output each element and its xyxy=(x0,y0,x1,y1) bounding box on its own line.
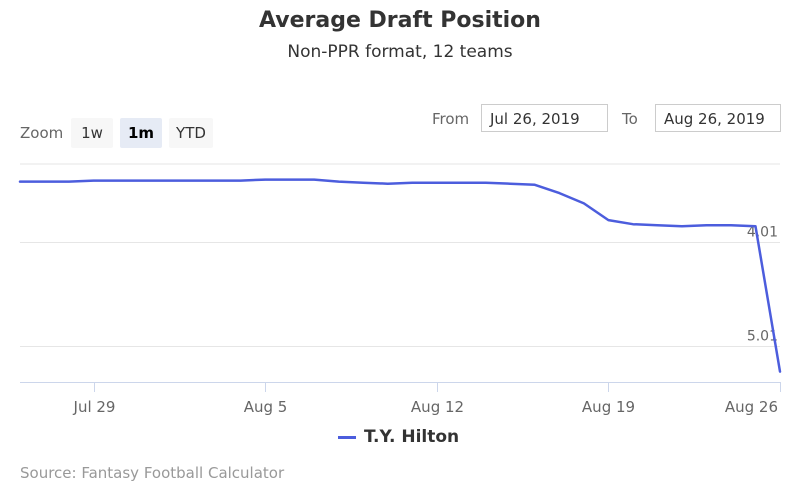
legend-label: T.Y. Hilton xyxy=(364,427,460,447)
range-to-label: To xyxy=(622,110,638,128)
x-tick-label: Jul 29 xyxy=(73,398,116,416)
y-tick-label: 5.01 xyxy=(747,329,778,345)
source-credit[interactable]: Source: Fantasy Football Calculator xyxy=(20,464,285,482)
x-tick-label: Aug 5 xyxy=(244,398,288,416)
zoom-1m-button[interactable]: 1m xyxy=(120,118,162,148)
x-tick-label: Aug 19 xyxy=(582,398,635,416)
range-to-input[interactable]: Aug 26, 2019 xyxy=(655,104,781,132)
zoom-label: Zoom xyxy=(20,124,64,142)
zoom-ytd-button[interactable]: YTD xyxy=(169,118,213,148)
series-line-ty-hilton xyxy=(18,178,782,373)
range-from-label: From xyxy=(432,110,470,128)
legend-item-series[interactable]: T.Y. Hilton xyxy=(338,426,459,448)
legend-swatch xyxy=(338,435,356,439)
chart-title: Average Draft Position xyxy=(259,8,541,33)
x-tick-label: Aug 26 xyxy=(725,398,778,416)
zoom-1w-button[interactable]: 1w xyxy=(71,118,113,148)
chart-subtitle: Non-PPR format, 12 teams xyxy=(287,42,513,62)
x-tick-label: Aug 12 xyxy=(411,398,464,416)
range-from-input[interactable]: Jul 26, 2019 xyxy=(481,104,608,132)
